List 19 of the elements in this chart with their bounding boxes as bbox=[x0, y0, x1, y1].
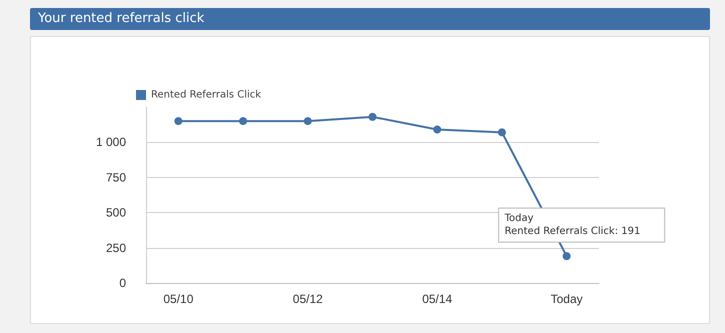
x-tick-label: 05/12 bbox=[292, 292, 324, 306]
y-tick-label: 500 bbox=[106, 206, 126, 220]
x-tick-label: 05/14 bbox=[422, 292, 453, 306]
point bbox=[562, 252, 571, 260]
y-tick-label: 1 000 bbox=[96, 135, 126, 150]
y-tick-label: 250 bbox=[106, 240, 126, 255]
chart-title: Your rented referrals click bbox=[30, 8, 710, 30]
y-tick-label: 750 bbox=[106, 170, 126, 184]
annotation: Today Rented Referrals Click: 191 bbox=[504, 213, 640, 238]
point bbox=[304, 117, 312, 126]
point bbox=[433, 126, 442, 134]
point bbox=[174, 117, 182, 126]
legend-label: Rented Referrals Click bbox=[151, 90, 262, 100]
y-tick-label: 0 bbox=[119, 276, 126, 290]
point bbox=[498, 128, 506, 136]
x-tick-label: Today bbox=[550, 292, 583, 306]
x-tick-label: 05/10 bbox=[163, 292, 194, 306]
point bbox=[368, 112, 376, 121]
point bbox=[239, 117, 248, 126]
